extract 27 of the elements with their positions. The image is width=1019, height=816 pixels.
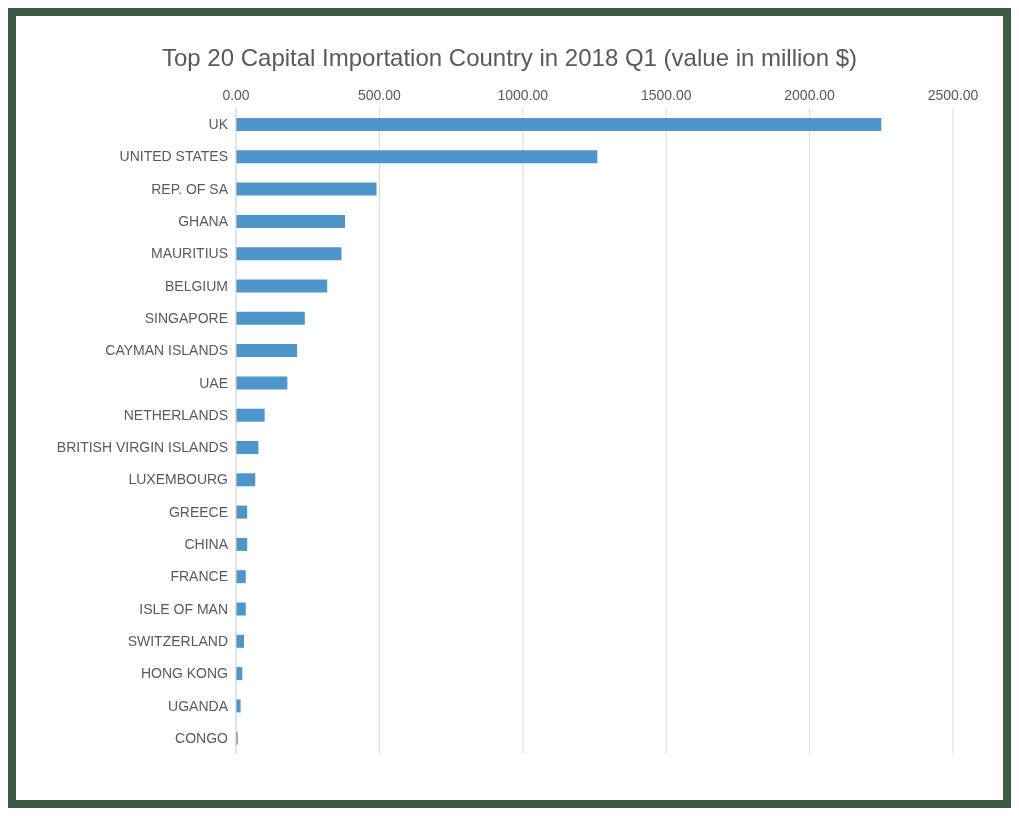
chart-title: Top 20 Capital Importation Country in 2018 Q1 (value in million $)	[161, 43, 858, 73]
y-tick-label: GHANA	[178, 213, 229, 230]
x-tick-label: 2000.00	[784, 87, 836, 103]
y-tick-label: UGANDA	[168, 697, 229, 714]
y-tick-label: MAURITIUS	[151, 245, 228, 262]
y-tick-label: BRITISH VIRGIN ISLANDS	[56, 439, 228, 456]
x-tick-label: 2500.00	[927, 87, 979, 103]
y-tick-label: REP. OF SA	[151, 180, 229, 197]
y-tick-label: NETHERLANDS	[123, 406, 228, 423]
y-tick-label: SWITZERLAND	[127, 632, 228, 649]
y-tick-label: UK	[208, 116, 229, 133]
y-tick-label: UNITED STATES	[119, 148, 228, 165]
y-tick-label: HONG KONG	[140, 665, 228, 682]
y-tick-label: UAE	[199, 374, 228, 391]
y-tick-label: CONGO	[175, 729, 229, 746]
y-tick-label: LUXEMBOURG	[128, 471, 228, 488]
y-tick-label: BELGIUM	[164, 277, 228, 294]
y-tick-label: GREECE	[168, 503, 228, 520]
y-tick-label: SINGAPORE	[144, 309, 228, 326]
x-tick-label: 1000.00	[497, 87, 549, 103]
y-tick-label: FRANCE	[170, 568, 228, 585]
x-tick-label: 500.00	[357, 87, 402, 103]
y-tick-label: ISLE OF MAN	[139, 600, 228, 617]
y-tick-label: CHINA	[184, 536, 229, 553]
x-tick-label: 1500.00	[640, 87, 692, 103]
x-tick-label: 0.00	[222, 87, 250, 103]
y-tick-label: CAYMAN ISLANDS	[105, 342, 228, 359]
